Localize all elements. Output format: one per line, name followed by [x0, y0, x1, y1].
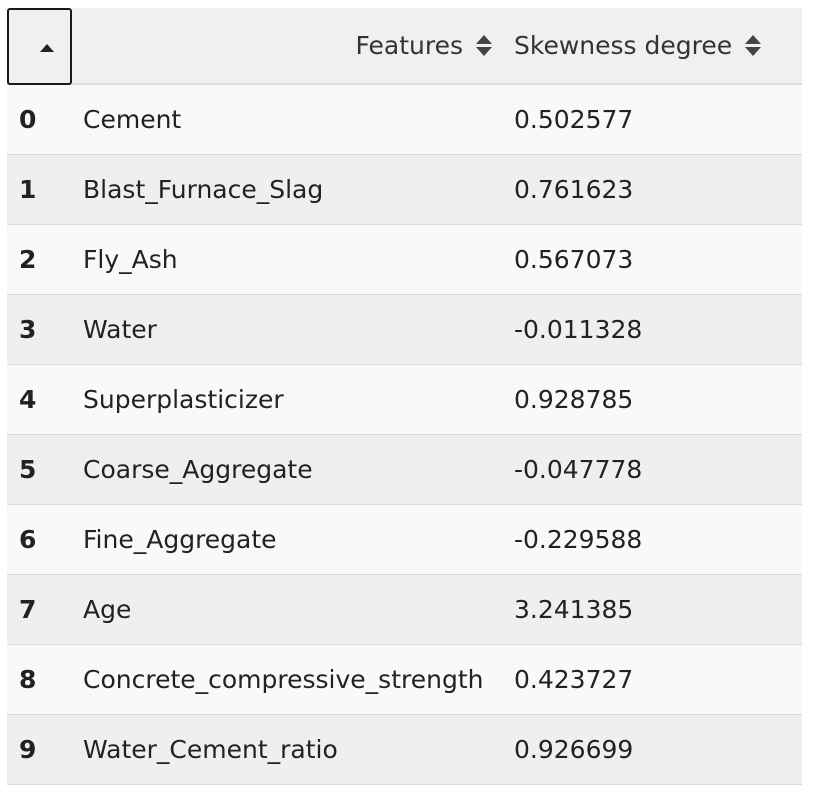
row-index-cell: 8 [19, 664, 37, 694]
skewness-sort-icon[interactable] [745, 34, 762, 58]
row-index-cell: 1 [19, 174, 37, 204]
table-row: 4 Superplasticizer 0.928785 [7, 364, 802, 434]
table-row: 8 Concrete_compressive_strength 0.423727 [7, 644, 802, 714]
features-column-header[interactable]: Features [72, 8, 504, 85]
skewness-cell: 0.502577 [514, 104, 634, 134]
feature-cell: Water_Cement_ratio [83, 734, 338, 764]
row-index-cell: 3 [19, 314, 37, 344]
feature-cell: Water [83, 314, 157, 344]
row-index-cell: 4 [19, 384, 37, 414]
feature-cell: Concrete_compressive_strength [83, 664, 484, 694]
table-row: 5 Coarse_Aggregate -0.047778 [7, 434, 802, 504]
row-index-cell: 5 [19, 454, 37, 484]
table-header: Features Skewness degree [7, 8, 802, 85]
feature-cell: Blast_Furnace_Slag [83, 174, 324, 204]
skewness-cell: 0.567073 [514, 244, 634, 274]
row-index-cell: 2 [19, 244, 37, 274]
sort-ascending-icon [40, 44, 54, 52]
feature-cell: Fine_Aggregate [83, 524, 277, 554]
feature-cell: Coarse_Aggregate [83, 454, 313, 484]
features-header-label: Features [355, 31, 464, 60]
table-row: 3 Water -0.011328 [7, 294, 802, 364]
table-row: 9 Water_Cement_ratio 0.926699 [7, 714, 802, 784]
index-sort-button[interactable] [7, 8, 72, 85]
skewness-cell: -0.047778 [514, 454, 643, 484]
feature-cell: Cement [83, 104, 182, 134]
skewness-cell: -0.011328 [514, 314, 643, 344]
table-row: 7 Age 3.241385 [7, 574, 802, 644]
table-body: 0 Cement 0.502577 1 Blast_Furnace_Slag 0.7616… [7, 84, 802, 784]
table-row: 0 Cement 0.502577 [7, 84, 802, 154]
row-index-cell: 0 [19, 104, 37, 134]
features-sort-icon[interactable] [476, 34, 492, 58]
table-row: 1 Blast_Furnace_Slag 0.761623 [7, 154, 802, 224]
skewness-table: Features Skewness degree [7, 8, 802, 785]
skewness-column-header[interactable]: Skewness degree [504, 8, 802, 85]
skewness-cell: 3.241385 [514, 594, 634, 624]
table-row: 2 Fly_Ash 0.567073 [7, 224, 802, 294]
skewness-cell: 0.928785 [514, 384, 634, 414]
skewness-cell: 0.423727 [514, 664, 634, 694]
row-index-cell: 9 [19, 734, 37, 764]
row-index-cell: 6 [19, 524, 37, 554]
skewness-header-label: Skewness degree [514, 31, 733, 60]
skewness-cell: -0.229588 [514, 524, 643, 554]
skewness-cell: 0.761623 [514, 174, 634, 204]
table-row: 6 Fine_Aggregate -0.229588 [7, 504, 802, 574]
feature-cell: Superplasticizer [83, 384, 284, 414]
row-index-cell: 7 [19, 594, 37, 624]
feature-cell: Fly_Ash [83, 244, 178, 274]
feature-cell: Age [83, 594, 132, 624]
skewness-cell: 0.926699 [514, 734, 634, 764]
skewness-table-container: Features Skewness degree [7, 8, 802, 785]
header-row: Features Skewness degree [7, 8, 802, 85]
index-column-header[interactable] [7, 8, 72, 85]
